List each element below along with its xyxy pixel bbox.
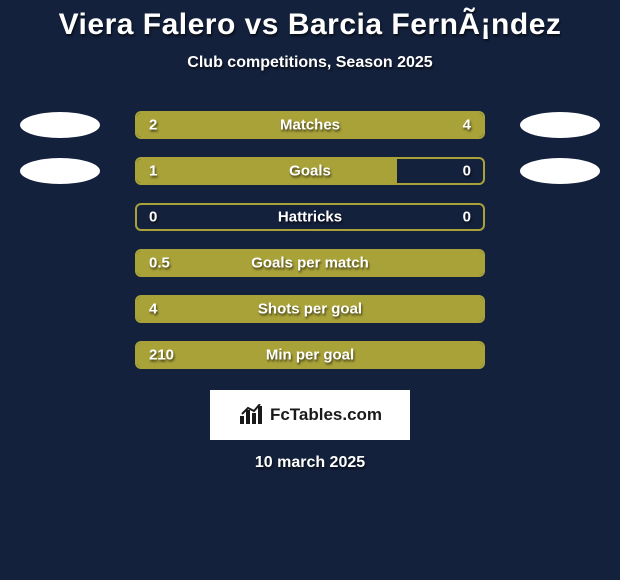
stat-row: 0.5 Goals per match — [0, 240, 620, 286]
branding-text: FcTables.com — [270, 405, 382, 425]
stat-label: Hattricks — [278, 209, 342, 226]
stats-rows: 2 Matches 4 1 Goals 0 0 Hattricks 0 0.5 Goals per … — [0, 102, 620, 378]
stat-row: 4 Shots per goal — [0, 286, 620, 332]
stat-value-left: 1 — [149, 163, 157, 180]
stat-label: Shots per goal — [258, 301, 362, 318]
stat-value-left: 4 — [149, 301, 157, 318]
stat-bar-track: 0 Hattricks 0 — [135, 203, 485, 231]
subtitle: Club competitions, Season 2025 — [0, 54, 620, 72]
stat-bar-track: 2 Matches 4 — [135, 111, 485, 139]
stat-bar-track: 210 Min per goal — [135, 341, 485, 369]
page-title: Viera Falero vs Barcia FernÃ¡ndez — [0, 8, 620, 42]
stat-row: 0 Hattricks 0 — [0, 194, 620, 240]
stat-value-right: 0 — [463, 209, 471, 226]
team-logo-left — [20, 112, 100, 138]
stat-label: Matches — [280, 117, 340, 134]
stat-value-left: 0.5 — [149, 255, 170, 272]
team-logo-right — [520, 112, 600, 138]
stat-bar-fill-left — [137, 159, 397, 183]
stat-bar-track: 4 Shots per goal — [135, 295, 485, 323]
generated-date: 10 march 2025 — [0, 454, 620, 472]
stat-label: Min per goal — [266, 347, 354, 364]
stat-value-left: 2 — [149, 117, 157, 134]
stat-value-left: 0 — [149, 209, 157, 226]
team-logo-left — [20, 158, 100, 184]
chart-icon — [238, 404, 266, 426]
branding-badge: FcTables.com — [210, 390, 410, 440]
stat-bar-track: 1 Goals 0 — [135, 157, 485, 185]
stat-row: 210 Min per goal — [0, 332, 620, 378]
stat-value-right: 4 — [463, 117, 471, 134]
stat-value-left: 210 — [149, 347, 174, 364]
stat-row: 2 Matches 4 — [0, 102, 620, 148]
stat-label: Goals per match — [251, 255, 369, 272]
stat-bar-track: 0.5 Goals per match — [135, 249, 485, 277]
stat-label: Goals — [289, 163, 331, 180]
comparison-widget: Viera Falero vs Barcia FernÃ¡ndez Club c… — [0, 0, 620, 472]
stat-value-right: 0 — [463, 163, 471, 180]
stat-row: 1 Goals 0 — [0, 148, 620, 194]
team-logo-right — [520, 158, 600, 184]
